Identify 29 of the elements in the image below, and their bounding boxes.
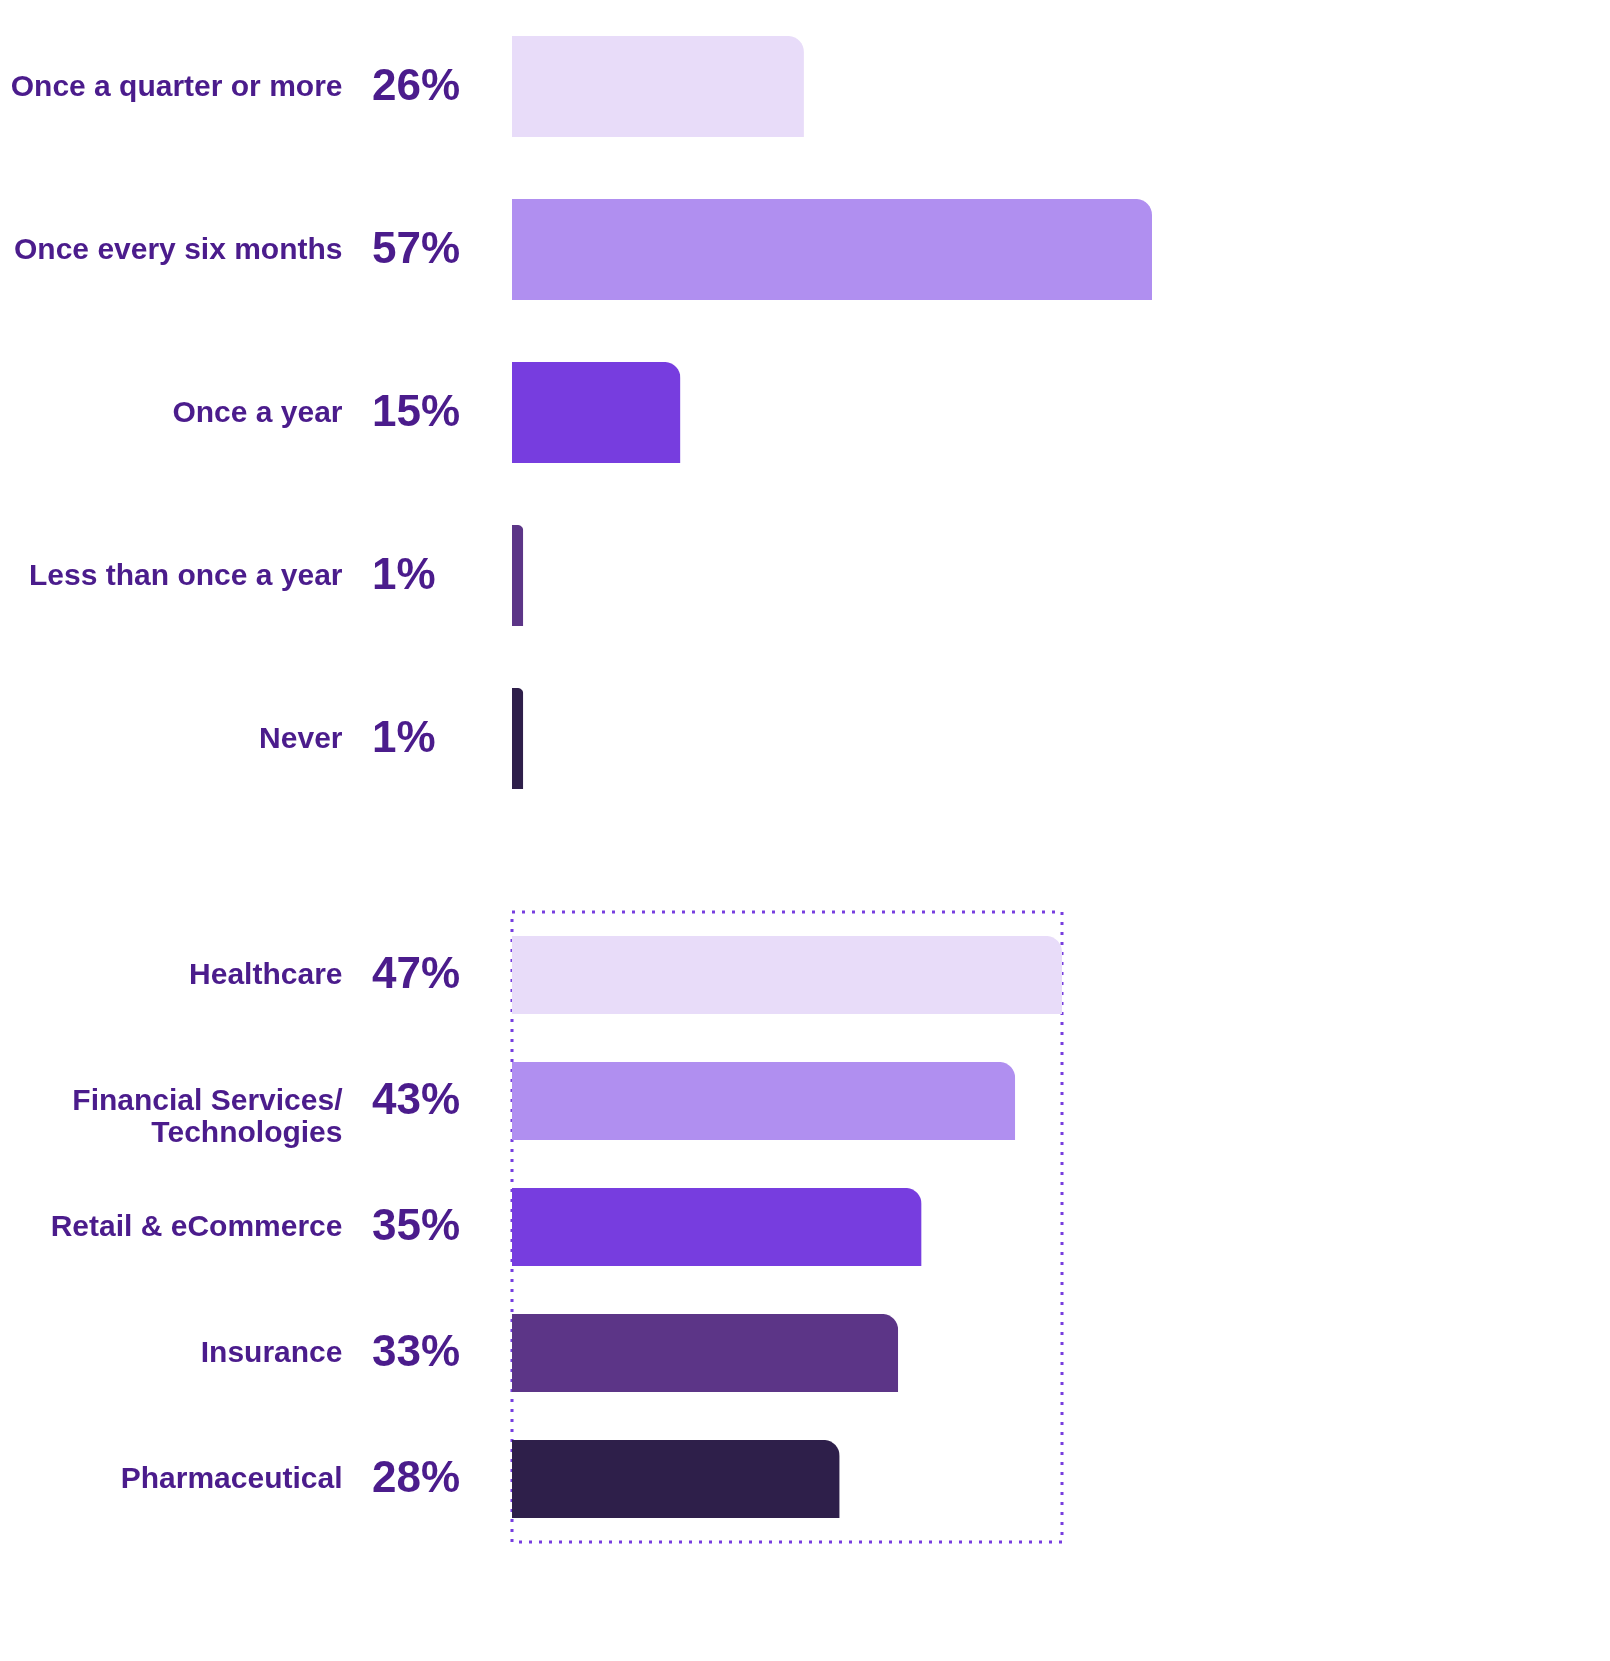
data-label: 1% (372, 548, 436, 598)
bar (512, 524, 524, 627)
data-label: 43% (372, 1074, 461, 1123)
y-tick-label: Less than once a year (29, 557, 343, 591)
bar (512, 198, 1152, 301)
bar (512, 935, 1062, 1015)
y-tick-label: Healthcare (189, 957, 343, 990)
data-label: 28% (372, 1452, 461, 1501)
data-label: 1% (372, 711, 436, 761)
bar (512, 1439, 840, 1519)
y-tick-label: Once a quarter or more (10, 68, 343, 102)
y-tick-label: Pharmaceutical (120, 1461, 343, 1494)
y-tick-label: Once every six months (14, 231, 343, 265)
bar (512, 687, 524, 790)
y-tick-label: Never (259, 720, 343, 754)
data-label: 35% (372, 1200, 461, 1249)
data-label: 33% (372, 1326, 461, 1375)
y-tick-label: Insurance (200, 1335, 343, 1368)
data-label: 26% (372, 59, 461, 109)
bar (512, 35, 804, 138)
bar (512, 1313, 899, 1393)
bar (512, 1061, 1016, 1141)
data-label: 57% (372, 222, 461, 272)
y-tick-label: Financial Services/ Technologies (72, 1083, 344, 1148)
y-tick-label: Once a year (172, 394, 343, 428)
data-label: 15% (372, 385, 461, 435)
bar (512, 361, 681, 464)
y-tick-label: Retail & eCommerce (50, 1209, 343, 1242)
data-label: 47% (372, 948, 461, 997)
